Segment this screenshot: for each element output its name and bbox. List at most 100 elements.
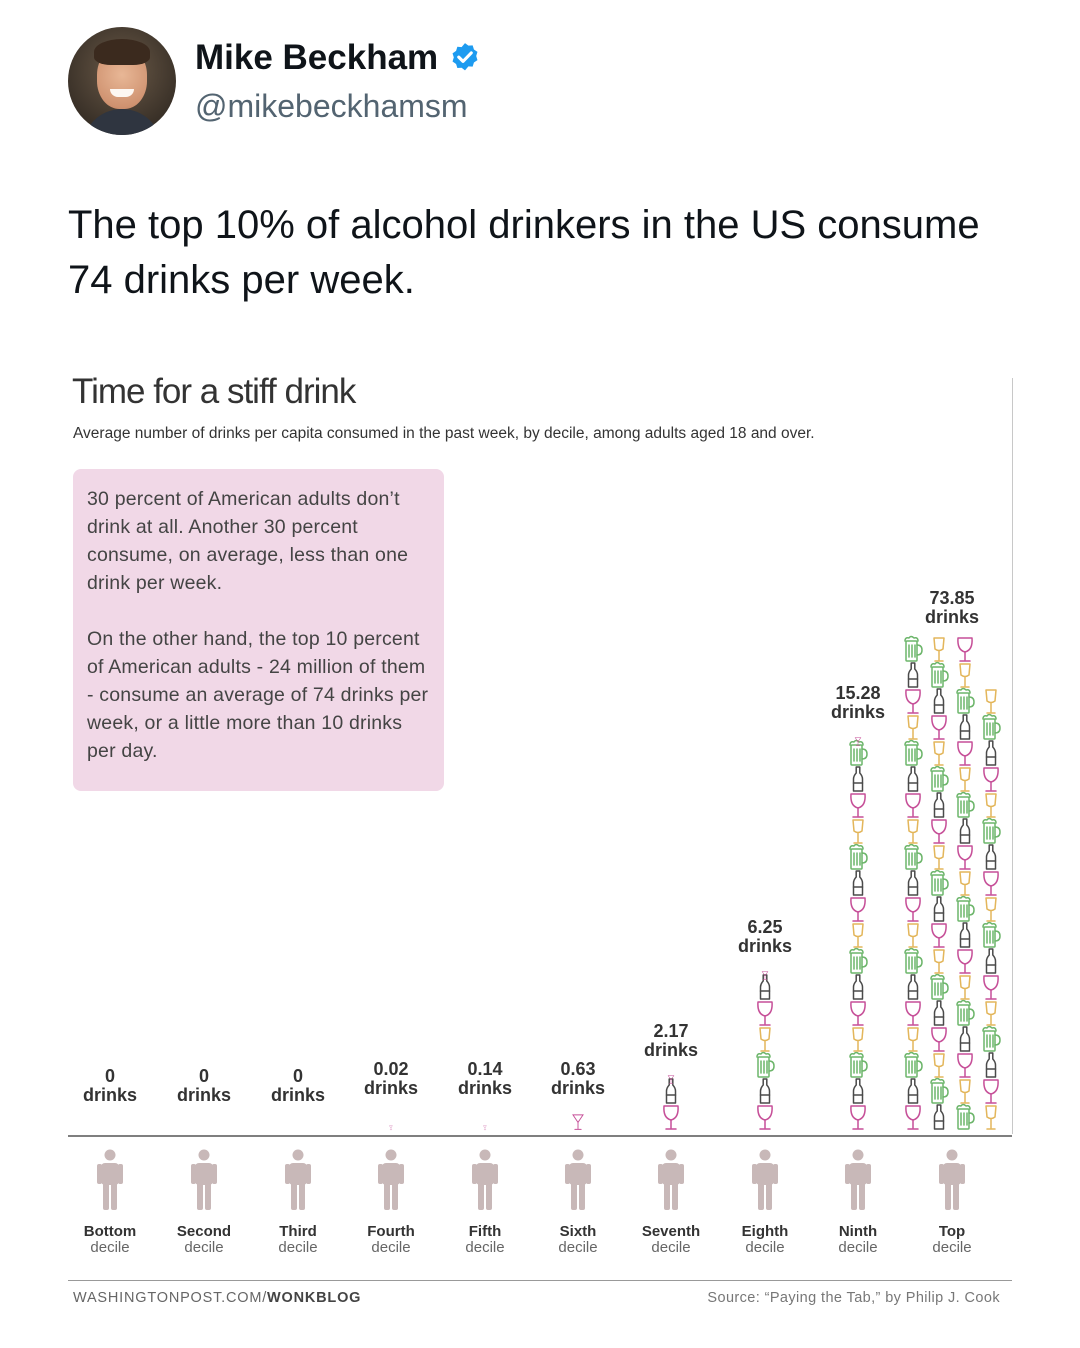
- value-unit-label: drinks: [177, 1085, 231, 1105]
- value-unit-label: drinks: [831, 702, 885, 722]
- value-label: 0.02: [373, 1059, 408, 1079]
- person-icon: [658, 1149, 684, 1210]
- footer-divider: [68, 1280, 1012, 1281]
- category-sublabel: decile: [651, 1239, 690, 1256]
- verified-badge-icon: [452, 43, 478, 71]
- annotation-paragraph-1: 30 percent of American adults don’t drin…: [87, 488, 409, 594]
- value-label: 0: [293, 1066, 303, 1086]
- drink-icon: [849, 739, 868, 766]
- category-sublabel: decile: [745, 1239, 784, 1256]
- drink-icon: [907, 766, 919, 792]
- category-label: Seventh: [642, 1223, 700, 1240]
- drink-icon: [959, 922, 971, 948]
- category-sublabel: decile: [371, 1239, 410, 1256]
- drink-icon: [959, 714, 971, 740]
- value-unit-label: drinks: [551, 1078, 605, 1098]
- value-label: 73.85: [929, 588, 974, 608]
- drink-icon: [956, 791, 975, 818]
- display-name[interactable]: Mike Beckham: [195, 38, 482, 78]
- category-sublabel: decile: [558, 1239, 597, 1256]
- value-label: 0: [199, 1066, 209, 1086]
- partial-drink-icon: [761, 971, 769, 980]
- drink-icon: [933, 1104, 945, 1130]
- category-sublabel: decile: [838, 1239, 877, 1256]
- user-handle[interactable]: @mikebeckhamsm: [195, 88, 468, 124]
- category-label: Fourth: [367, 1223, 414, 1240]
- chart-title: Time for a stiff drink: [72, 372, 356, 411]
- partial-drink-icon: [854, 737, 862, 746]
- display-name-text: Mike Beckham: [195, 38, 439, 77]
- drink-icon: [985, 740, 997, 766]
- drink-icon: [759, 1027, 771, 1052]
- drink-icon: [904, 843, 923, 870]
- person-icon: [845, 1149, 871, 1210]
- drink-icon: [959, 818, 971, 844]
- drink-icon: [957, 637, 973, 662]
- drink-icon: [985, 793, 997, 818]
- value-unit-label: drinks: [925, 607, 979, 627]
- credit-site: WASHINGTONPOST.COM/: [73, 1290, 268, 1306]
- category-label: Bottom: [84, 1223, 137, 1240]
- value-label: 0.63: [560, 1059, 595, 1079]
- drink-icon: [982, 921, 1001, 948]
- drink-icon: [757, 1001, 773, 1026]
- drink-icon: [933, 845, 945, 870]
- value-label: 6.25: [747, 917, 782, 937]
- category-sublabel: decile: [90, 1239, 129, 1256]
- drink-icon: [956, 999, 975, 1026]
- drink-icon: [985, 844, 997, 870]
- drink-icon: [957, 949, 973, 974]
- value-unit-label: drinks: [83, 1085, 137, 1105]
- drink-icon: [930, 1077, 949, 1104]
- drink-icon: [852, 870, 864, 896]
- drink-icon: [852, 766, 864, 792]
- category-label: Second: [177, 1223, 231, 1240]
- partial-drink-icon: [667, 1075, 675, 1084]
- drink-icon: [852, 1027, 864, 1052]
- drink-icon: [930, 973, 949, 1000]
- drink-icon: [850, 897, 866, 922]
- person-icon: [565, 1149, 591, 1210]
- drink-icon: [904, 947, 923, 974]
- drink-icon: [757, 1105, 773, 1130]
- drink-icon: [905, 897, 921, 922]
- drink-icon: [904, 739, 923, 766]
- category-sublabel: decile: [278, 1239, 317, 1256]
- drink-icon: [959, 1079, 971, 1104]
- category-label: Fifth: [469, 1223, 501, 1240]
- drink-icon: [663, 1105, 679, 1130]
- drink-icon: [985, 689, 997, 714]
- drink-icon: [849, 947, 868, 974]
- value-unit-label: drinks: [364, 1078, 418, 1098]
- drink-icon: [985, 1001, 997, 1026]
- drink-icon: [907, 974, 919, 1000]
- drink-icon: [665, 1078, 677, 1104]
- avatar[interactable]: [68, 27, 176, 135]
- drink-icon: [850, 1001, 866, 1026]
- drink-icon: [933, 792, 945, 818]
- drink-icon: [905, 793, 921, 818]
- drink-icon: [956, 687, 975, 714]
- drink-icon: [985, 1105, 997, 1130]
- drink-icon: [931, 1027, 947, 1052]
- source-line: Source: “Paying the Tab,” by Philip J. C…: [707, 1290, 1000, 1306]
- category-label: Ninth: [839, 1223, 877, 1240]
- drink-icon: [933, 688, 945, 714]
- annotation-paragraph-2: On the other hand, the top 10 percent of…: [87, 628, 429, 762]
- value-unit-label: drinks: [644, 1040, 698, 1060]
- drink-icon: [933, 1000, 945, 1026]
- drink-icon: [930, 661, 949, 688]
- drink-icon: [985, 897, 997, 922]
- drink-icon: [907, 923, 919, 948]
- drink-icon: [982, 817, 1001, 844]
- drink-icon: [905, 1105, 921, 1130]
- drink-icon: [933, 949, 945, 974]
- partial-drink-icon: [389, 1125, 393, 1130]
- partial-drink-icon: [483, 1125, 487, 1130]
- drink-icon: [759, 1078, 771, 1104]
- person-icon: [191, 1149, 217, 1210]
- drink-icon: [756, 1051, 775, 1078]
- drink-icon: [852, 819, 864, 844]
- drink-icon: [983, 975, 999, 1000]
- drink-icon: [931, 819, 947, 844]
